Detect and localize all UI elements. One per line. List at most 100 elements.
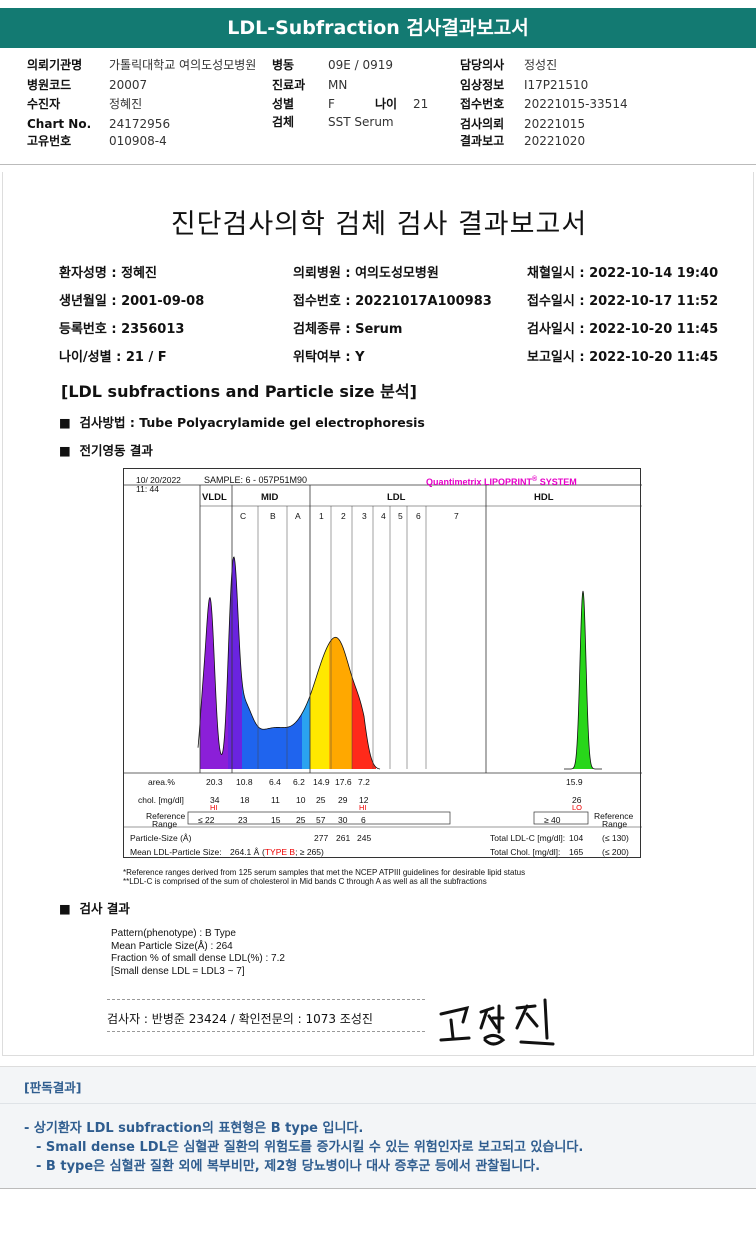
band-label: 3 — [362, 511, 367, 521]
scanned-report: 진단검사의학 검체 검사 결과보고서 환자성명 : 정혜진 의뢰병원 : 여의도… — [2, 172, 754, 1056]
chol-value: 12 — [359, 795, 369, 805]
ref-value: 23 — [238, 815, 248, 825]
result-bullet: ■ 검사 결과 — [59, 901, 130, 916]
info-value: 21 — [413, 97, 429, 111]
area-value: 20.3 — [206, 777, 223, 787]
info-label: Chart No. — [27, 117, 92, 131]
area-value: 15.9 — [566, 777, 583, 787]
brand-registered: ® — [532, 476, 538, 483]
info-value: 20007 — [109, 78, 148, 92]
ref-value: 30 — [338, 815, 348, 825]
total-chol-label: Total Chol. [mg/dl]: — [490, 847, 561, 857]
total-chol-ref: (≤ 200) — [602, 847, 629, 857]
mean-size-value: 264.1 Å — [230, 847, 260, 857]
chol-value: 26 — [572, 795, 582, 805]
ref-value: 6 — [361, 815, 366, 825]
info-value: 20221015-33514 — [524, 97, 628, 111]
signature-divider-bottom — [107, 1031, 425, 1032]
brand-system: SYSTEM — [537, 477, 577, 487]
peak-segment — [302, 695, 310, 769]
ref-value: 15 — [271, 815, 281, 825]
total-ldl-label: Total LDL-C [mg/dl]: — [490, 833, 566, 843]
info-label: 진료과 — [272, 78, 306, 92]
section-title: [LDL subfractions and Particle size 분석] — [61, 382, 417, 401]
chol-value: 11 — [271, 795, 280, 805]
patient-field: 환자성명 : 정혜진 — [59, 266, 157, 281]
mean-type-value: TYPE B — [264, 847, 296, 857]
mean-type-open: ( — [262, 847, 265, 857]
ref-range-box — [187, 811, 451, 825]
patient-field: 위탁여부 : Y — [293, 350, 365, 365]
curve-outline-ldl — [197, 556, 381, 770]
particle-size-value: 277 — [314, 833, 329, 843]
area-value: 17.6 — [335, 777, 352, 787]
info-label: 성별 — [272, 97, 295, 111]
patient-field: 접수일시 : 2022-10-17 11:52 — [527, 294, 719, 309]
info-label: 결과보고 — [460, 134, 505, 148]
lipoprint-chart: 10/ 20/2022 11: 44 SAMPLE: 6 - 057P51M90… — [123, 468, 642, 858]
band-label: 2 — [341, 511, 346, 521]
total-ldl-value: 104 — [569, 833, 584, 843]
peak-segment — [568, 591, 598, 769]
flag-hi: HI — [359, 803, 367, 812]
info-label: 임상정보 — [460, 78, 505, 92]
signature-divider-top — [107, 999, 425, 1000]
summary-line: [Small dense LDL = LDL3 ~ 7] — [111, 965, 245, 977]
area-value: 7.2 — [358, 777, 370, 787]
info-value: 20221020 — [524, 134, 586, 148]
band-label: 1 — [319, 511, 324, 521]
region-label-ldl: LDL — [387, 492, 406, 503]
info-value: F — [328, 97, 335, 111]
band-label: B — [270, 511, 276, 521]
chart-date: 10/ 20/2022 — [136, 475, 181, 485]
chol-value: 29 — [338, 795, 348, 805]
electrophoresis-plot — [124, 484, 642, 828]
info-label: 담당의사 — [460, 58, 505, 72]
curve-outline-hdl — [564, 590, 602, 770]
patient-info-panel: 의뢰기관명 가톨릭대학교 여의도성모병원 병원코드 20007 수진자 정혜진 … — [0, 50, 756, 165]
patient-field: 나이/성별 : 21 / F — [59, 350, 167, 365]
ref-value: 25 — [296, 815, 306, 825]
info-label: 수진자 — [27, 97, 61, 111]
chart-footnotes: *Reference ranges derived from 125 serum… — [123, 868, 525, 886]
patient-field: 생년월일 : 2001-09-08 — [59, 294, 205, 309]
interpretation-line: - B type은 심혈관 질환 외에 복부비만, 제2형 당뇨병이나 대사 증… — [36, 1159, 541, 1174]
patient-field: 검사일시 : 2022-10-20 11:45 — [527, 322, 719, 337]
brand-name: Quantimetrix LIPOPRINT — [426, 477, 533, 487]
ref-value: ≤ 22 — [198, 815, 215, 825]
info-label: 고유번호 — [27, 134, 72, 148]
peak-segment — [258, 713, 302, 769]
report-header: LDL-Subfraction 검사결과보고서 — [0, 8, 756, 48]
ref-value: ≥ 40 — [544, 815, 561, 825]
info-value: 정혜진 — [109, 97, 143, 111]
result-summary: Pattern(phenotype) : B Type Mean Particl… — [111, 928, 285, 978]
ref-range-box-hdl — [533, 811, 589, 825]
electro-label: 전기영동 결과 — [79, 443, 153, 458]
flag-hi: HI — [210, 803, 218, 812]
peak-segment — [242, 680, 258, 769]
interpretation-line: - Small dense LDL은 심혈관 질환의 위험도를 증가시킬 수 있… — [36, 1140, 584, 1155]
interpretation-panel: [판독결과] - 상기환자 LDL subfraction의 표현형은 B ty… — [0, 1066, 756, 1189]
patient-field: 의뢰병원 : 여의도성모병원 — [293, 266, 439, 281]
band-label: 5 — [398, 511, 403, 521]
interpretation-title: [판독결과] — [24, 1080, 82, 1095]
peak-segment — [352, 676, 376, 769]
peak-segment — [200, 597, 228, 769]
mean-size-label: Mean LDL-Particle Size: — [130, 847, 222, 857]
band-label: A — [295, 511, 301, 521]
info-label: 검체 — [272, 115, 295, 129]
area-value: 6.4 — [269, 777, 281, 787]
region-label-mid: MID — [261, 492, 279, 503]
area-value: 14.9 — [313, 777, 330, 787]
info-value: 가톨릭대학교 여의도성모병원 — [109, 58, 257, 72]
particle-size-value: 261 — [336, 833, 351, 843]
footnote: **LDL-C is comprised of the sum of chole… — [123, 877, 487, 886]
info-label: 병원코드 — [27, 78, 72, 92]
info-label: 병동 — [272, 58, 295, 72]
particle-size-value: 245 — [357, 833, 372, 843]
ref-row-label2: Range — [152, 819, 178, 829]
band-label: C — [240, 511, 247, 521]
particle-size-label: Particle-Size (Å) — [130, 833, 192, 843]
total-chol-value: 165 — [569, 847, 584, 857]
area-row-label: area.% — [148, 777, 175, 787]
